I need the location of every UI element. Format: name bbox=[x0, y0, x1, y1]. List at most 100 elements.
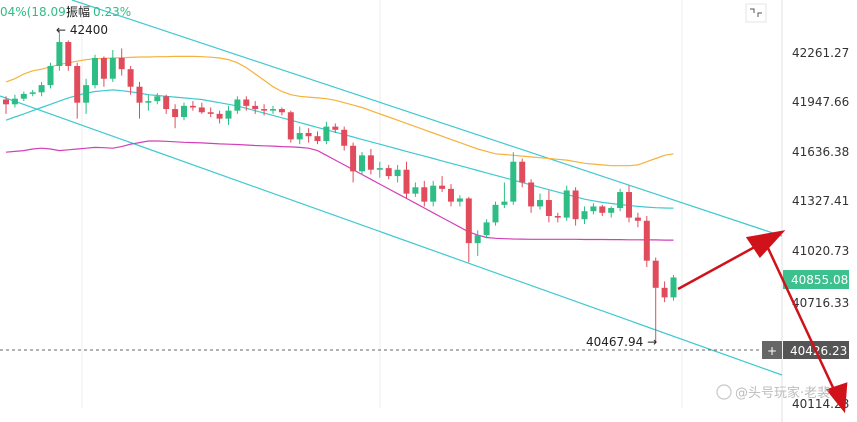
candle bbox=[465, 196, 472, 263]
candle bbox=[3, 96, 9, 114]
candle-body bbox=[163, 96, 170, 110]
ma-pink-line bbox=[5, 140, 674, 241]
candle-body bbox=[456, 198, 463, 202]
expand-icon[interactable] bbox=[745, 3, 767, 23]
candle bbox=[252, 101, 259, 114]
crosshair-price-box[interactable]: + 40426.23 bbox=[762, 341, 849, 359]
candle bbox=[65, 40, 72, 71]
vertical-gridlines bbox=[81, 0, 683, 408]
candle-body bbox=[261, 109, 268, 111]
candle bbox=[172, 104, 179, 129]
candle-body bbox=[38, 85, 45, 93]
candle bbox=[367, 148, 374, 175]
candle bbox=[661, 281, 668, 303]
candle-body bbox=[359, 155, 365, 172]
crosshair-plus-label: + bbox=[767, 344, 777, 358]
candle bbox=[154, 93, 161, 105]
candle bbox=[127, 65, 134, 95]
candle-body bbox=[216, 113, 223, 119]
candle bbox=[403, 161, 410, 199]
candle bbox=[314, 131, 321, 145]
candle bbox=[626, 185, 632, 223]
candle bbox=[643, 215, 650, 268]
candle bbox=[554, 212, 561, 223]
amplitude-label: 振幅 bbox=[66, 4, 90, 19]
candle bbox=[359, 152, 365, 175]
candle-body bbox=[11, 98, 18, 105]
forecast-arrow-up bbox=[677, 241, 763, 291]
candle bbox=[11, 94, 18, 108]
candle bbox=[519, 158, 526, 188]
candle bbox=[510, 152, 517, 205]
candle bbox=[20, 91, 27, 102]
candle-body bbox=[537, 200, 543, 207]
ma-teal-line bbox=[5, 89, 674, 209]
candle-body bbox=[118, 57, 125, 70]
candle bbox=[118, 48, 125, 76]
candle bbox=[421, 180, 428, 207]
candle-body bbox=[367, 155, 374, 170]
candle-body bbox=[296, 133, 303, 140]
candle bbox=[323, 121, 330, 145]
candle-body bbox=[474, 235, 481, 244]
candle-body bbox=[243, 99, 250, 106]
candle-body bbox=[670, 277, 677, 298]
candles-group bbox=[3, 30, 677, 343]
candle bbox=[385, 164, 392, 180]
candle-body bbox=[545, 200, 552, 216]
candle-body bbox=[572, 190, 579, 220]
y-tick-label: 41636.38 bbox=[792, 145, 849, 159]
candle bbox=[287, 110, 294, 143]
candle bbox=[225, 105, 232, 126]
candle bbox=[492, 201, 499, 226]
candle-body bbox=[430, 185, 437, 202]
candle-body bbox=[626, 192, 632, 218]
candle-body bbox=[661, 287, 668, 298]
forecast-arrows[interactable] bbox=[677, 230, 848, 414]
candle-body bbox=[3, 99, 9, 105]
candle bbox=[278, 107, 285, 116]
candle-body bbox=[278, 109, 285, 113]
candle-body bbox=[581, 211, 588, 220]
candle bbox=[38, 81, 45, 97]
candle-body bbox=[608, 208, 615, 213]
forecast-arrowhead-down bbox=[825, 382, 848, 414]
candle bbox=[100, 56, 107, 87]
candle bbox=[332, 123, 339, 134]
candle-body bbox=[56, 42, 63, 66]
candle bbox=[29, 89, 36, 97]
candle-body bbox=[439, 185, 446, 189]
candle bbox=[350, 142, 357, 183]
change-text: 04%(18.09) bbox=[0, 5, 70, 19]
candle bbox=[198, 102, 205, 114]
candle-body bbox=[563, 190, 570, 218]
candle bbox=[448, 184, 454, 207]
candle bbox=[376, 161, 383, 178]
channel-lower-line bbox=[0, 95, 783, 376]
candle-body bbox=[421, 187, 428, 202]
candle bbox=[528, 179, 535, 213]
candle bbox=[305, 128, 312, 143]
candle-body bbox=[74, 65, 81, 103]
current-price-badge: 40855.08 bbox=[783, 270, 849, 289]
candle-body bbox=[617, 192, 624, 209]
forecast-arrow-down bbox=[766, 247, 838, 395]
candle-body bbox=[385, 168, 392, 177]
header-info: 04%(18.09) 振幅 0.23% bbox=[0, 4, 131, 19]
watermark-text: @头号玩家·老裴 bbox=[735, 385, 830, 401]
candle-body bbox=[198, 107, 205, 113]
channel-lines[interactable] bbox=[0, 0, 783, 376]
candle bbox=[474, 230, 481, 256]
candle bbox=[652, 257, 659, 343]
candle bbox=[341, 126, 348, 151]
candle bbox=[590, 203, 597, 215]
candle-body bbox=[350, 145, 357, 172]
candle bbox=[261, 104, 268, 116]
candle bbox=[394, 164, 401, 183]
candle bbox=[670, 275, 677, 301]
candle bbox=[412, 182, 419, 197]
candle bbox=[109, 50, 116, 82]
candle-body bbox=[599, 206, 606, 213]
candle-body bbox=[501, 201, 508, 205]
candle bbox=[430, 180, 437, 207]
